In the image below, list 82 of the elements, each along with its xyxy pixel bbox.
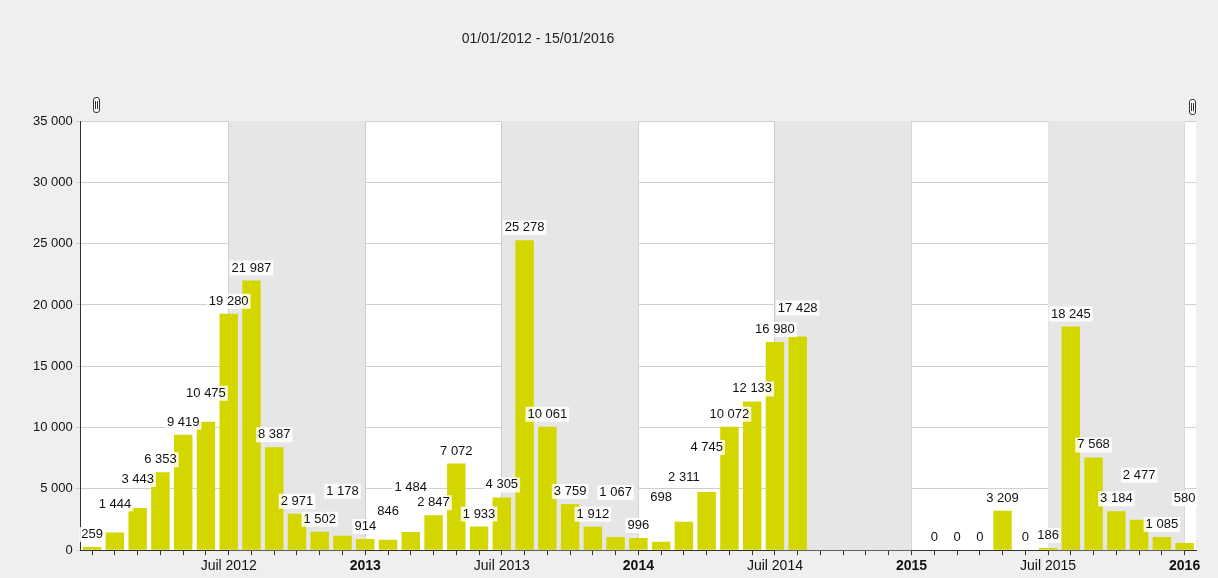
bar	[128, 507, 147, 550]
data-label: 4 305	[485, 476, 519, 492]
y-tick-label: 5 000	[40, 480, 73, 496]
bar	[378, 539, 398, 550]
bar	[105, 532, 125, 550]
data-label: 2 477	[1122, 466, 1156, 482]
data-label: 2 971	[280, 492, 314, 508]
data-label: 2 311	[668, 468, 700, 484]
y-tick-label: 35 000	[33, 112, 73, 128]
data-label: 0	[1021, 529, 1029, 545]
bar	[674, 521, 694, 550]
chart-title: 01/01/2012 - 15/01/2016	[460, 30, 616, 46]
bar	[629, 537, 648, 550]
data-label: 8 387	[257, 426, 291, 442]
data-label: 10 475	[186, 384, 226, 400]
bar	[697, 492, 716, 550]
y-tick-label: 30 000	[33, 173, 73, 189]
y-tick-label: 15 000	[33, 357, 73, 373]
data-label: 2 847	[417, 494, 450, 510]
data-label: 1 912	[576, 505, 610, 521]
data-label: 10 072	[709, 405, 750, 421]
data-label: 996	[627, 517, 650, 533]
data-label: 21 987	[231, 259, 272, 275]
data-label: 10 061	[527, 405, 568, 421]
data-label: 3 209	[986, 489, 1019, 505]
data-label: 3 443	[121, 471, 154, 487]
data-label: 18 245	[1050, 305, 1091, 321]
data-label: 4 745	[690, 439, 723, 455]
data-label: 19 280	[208, 292, 249, 308]
x-tick-label: 2013	[349, 557, 382, 574]
data-label: 1 085	[1145, 515, 1179, 531]
data-label: 186	[1037, 527, 1059, 542]
y-tick-label: 25 000	[33, 235, 73, 251]
data-label: 0	[953, 529, 961, 545]
x-tick-label: 2016	[1169, 557, 1201, 574]
data-label: 698	[650, 488, 672, 504]
data-label: 16 980	[755, 321, 795, 337]
data-label: 6 353	[144, 451, 177, 467]
y-tick-label: 10 000	[33, 419, 73, 435]
data-label: 12 133	[732, 380, 773, 396]
bar	[310, 531, 329, 550]
bar	[356, 538, 375, 550]
bar	[583, 526, 603, 550]
x-tick-label: Juil 2012	[200, 557, 257, 574]
data-label: 7 568	[1077, 436, 1110, 452]
data-label: 9 419	[166, 413, 200, 429]
data-label: 7 072	[440, 442, 473, 458]
x-tick-label: Juil 2013	[473, 557, 531, 574]
x-tick-label: Juil 2014	[746, 557, 804, 574]
bar	[1107, 511, 1126, 550]
bar	[424, 515, 443, 550]
bar	[1152, 536, 1172, 550]
data-label: 1 484	[394, 479, 428, 495]
data-label: 1 067	[599, 484, 632, 500]
data-label: 846	[377, 502, 399, 518]
bar	[401, 532, 420, 550]
bar	[993, 510, 1012, 550]
data-label: 17 428	[777, 299, 818, 315]
data-label: 25 278	[504, 219, 545, 235]
data-label: 3 184	[1100, 490, 1133, 506]
data-label: 3 759	[553, 483, 587, 499]
data-label: 1 178	[326, 482, 359, 498]
data-label: 1 444	[98, 495, 132, 511]
bar	[606, 537, 625, 550]
x-tick-label: Juil 2015	[1020, 557, 1077, 574]
data-label: 259	[81, 526, 103, 542]
x-tick-label: 2015	[895, 557, 928, 574]
data-label: 0	[976, 529, 984, 545]
bar	[469, 526, 489, 550]
data-label: 580	[1173, 490, 1196, 506]
data-label: 1 502	[303, 510, 337, 526]
bar	[651, 541, 671, 550]
data-label: 914	[354, 518, 377, 534]
data-label: 0	[930, 529, 938, 545]
bar	[82, 547, 102, 550]
bar	[788, 336, 807, 550]
data-label: 1 933	[462, 505, 496, 521]
bar	[333, 535, 352, 550]
y-tick-label: 20 000	[33, 296, 73, 312]
y-tick-label: 0	[65, 541, 73, 557]
x-tick-label: 2014	[622, 557, 655, 574]
bar	[1175, 543, 1194, 550]
